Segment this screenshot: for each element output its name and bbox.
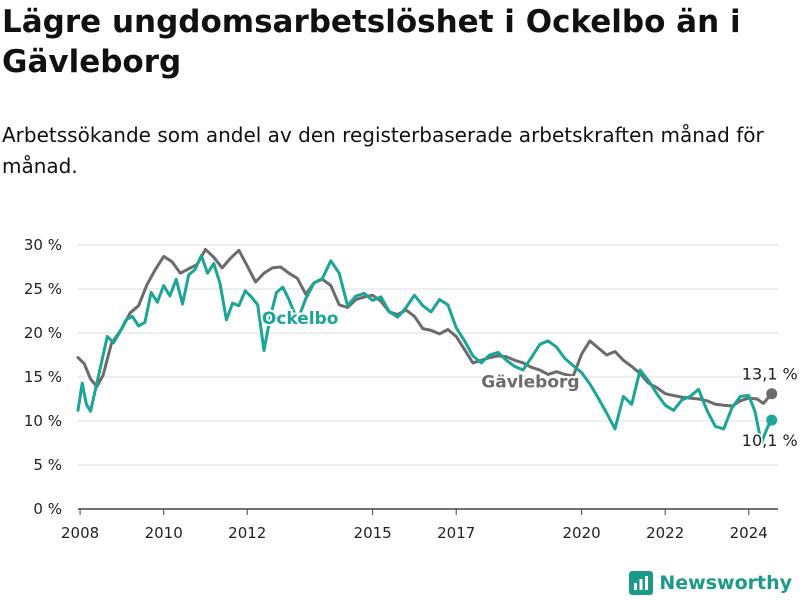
x-tick-label: 2024: [730, 524, 768, 542]
grid-lines: [78, 244, 778, 510]
series-label-ockelbo: Ockelbo: [262, 309, 339, 329]
end-value-label: 10,1 %: [742, 431, 798, 450]
y-tick-label: 25 %: [24, 280, 62, 298]
x-tick-label: 2010: [145, 524, 183, 542]
line-chart: 0 %5 %10 %15 %20 %25 %30 % 2008 2010 2012 2…: [24, 236, 799, 542]
series-lines: [76, 247, 778, 445]
y-tick-label: 0 %: [33, 500, 62, 518]
y-tick-label: 30 %: [24, 236, 62, 254]
y-axis: 0 % 5 % 10 % 15 % 20 % 25 % 30 %: [24, 236, 62, 518]
x-tick-label: 2012: [228, 524, 266, 542]
y-tick-label: 20 %: [24, 324, 62, 342]
end-value-label: 13,1 %: [742, 365, 798, 384]
y-tick-label: 10 %: [24, 412, 62, 430]
x-tick-label: 2022: [646, 524, 684, 542]
y-tick-label: 15 %: [24, 368, 62, 386]
series-line-gävleborg: [76, 247, 774, 408]
x-tick-label: 2020: [562, 524, 600, 542]
brand-logo: Newsworthy: [629, 568, 792, 598]
series-end-point: [766, 414, 778, 426]
brand-name: Newsworthy: [659, 572, 792, 594]
series-label-gavleborg: Gävleborg: [481, 373, 579, 393]
y-tick-label: 5 %: [33, 456, 62, 474]
series-line-ockelbo: [76, 254, 774, 445]
x-tick-label: 2015: [354, 524, 392, 542]
bar-chart-icon: [629, 571, 654, 595]
x-tick-label: 2008: [61, 524, 99, 542]
chart-title: Lägre ungdomsarbetslöshet i Ockelbo än i…: [2, 4, 741, 80]
chart-subtitle: Arbetssökande som andel av den registerb…: [2, 123, 764, 178]
series-labels: Ockelbo Gävleborg 13,1 % 10,1 %: [260, 307, 799, 451]
x-tick-label: 2017: [437, 524, 475, 542]
x-axis: 2008 2010 2012 2015 2017 2020 2022 2024: [61, 509, 768, 542]
series-end-point: [766, 388, 778, 400]
